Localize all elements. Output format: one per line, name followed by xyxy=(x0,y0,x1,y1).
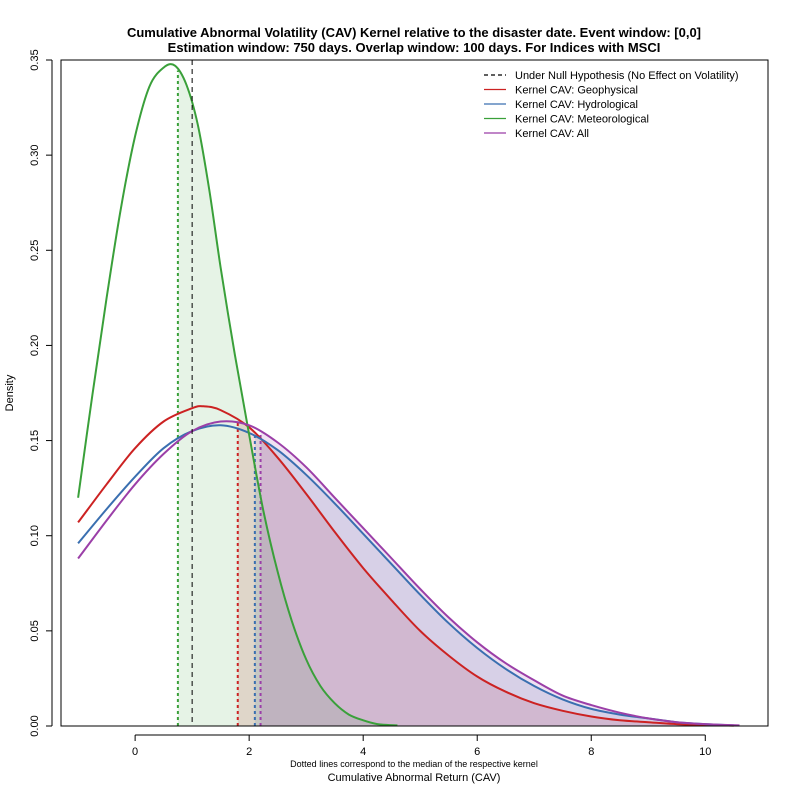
curve-meteorological xyxy=(77,63,398,727)
y-tick-label: 0.10 xyxy=(29,525,41,546)
legend-label: Kernel CAV: Hydrological xyxy=(515,99,638,111)
x-tick-label: 10 xyxy=(699,746,711,758)
y-tick-label: 0.05 xyxy=(29,620,41,641)
plot-frame xyxy=(60,59,769,727)
y-tick-label: 0.20 xyxy=(29,335,41,356)
x-axis-note: Dotted lines correspond to the median of… xyxy=(290,759,538,769)
fill-hydrological xyxy=(254,436,734,726)
fill-meteorological xyxy=(177,70,398,726)
legend-label: Kernel CAV: Meteorological xyxy=(515,114,649,126)
curve-all xyxy=(77,420,740,727)
y-tick-label: 0.30 xyxy=(29,144,41,165)
fill-all xyxy=(260,432,740,726)
legend-label: Kernel CAV: All xyxy=(515,128,589,140)
median-lines xyxy=(176,70,262,726)
legend: Under Null Hypothesis (No Effect on Vola… xyxy=(484,70,739,140)
y-tick-label: 0.00 xyxy=(29,715,41,736)
x-tick-label: 4 xyxy=(360,746,366,758)
x-tick-label: 8 xyxy=(588,746,594,758)
y-axis-label: Density xyxy=(4,374,16,411)
y-tick-label: 0.35 xyxy=(29,49,41,70)
y-tick-label: 0.25 xyxy=(29,240,41,261)
fill-geophysical xyxy=(237,420,734,726)
x-tick-label: 0 xyxy=(132,746,138,758)
y-tick-label: 0.15 xyxy=(29,430,41,451)
density-fills xyxy=(177,70,740,726)
x-axis: 0 2 4 6 8 10 xyxy=(132,734,711,758)
chart-title-line2: Estimation window: 750 days. Overlap win… xyxy=(168,40,661,55)
x-tick-label: 6 xyxy=(474,746,480,758)
legend-label: Under Null Hypothesis (No Effect on Vola… xyxy=(515,70,739,82)
curve-geophysical xyxy=(77,405,734,727)
legend-label: Kernel CAV: Geophysical xyxy=(515,85,638,97)
y-axis: 0.00 0.05 0.10 0.15 0.20 0.25 0.30 0.35 xyxy=(29,49,53,737)
x-axis-label: Cumulative Abnormal Return (CAV) xyxy=(328,772,501,784)
x-tick-label: 2 xyxy=(246,746,252,758)
chart-title-line1: Cumulative Abnormal Volatility (CAV) Ker… xyxy=(127,25,701,40)
